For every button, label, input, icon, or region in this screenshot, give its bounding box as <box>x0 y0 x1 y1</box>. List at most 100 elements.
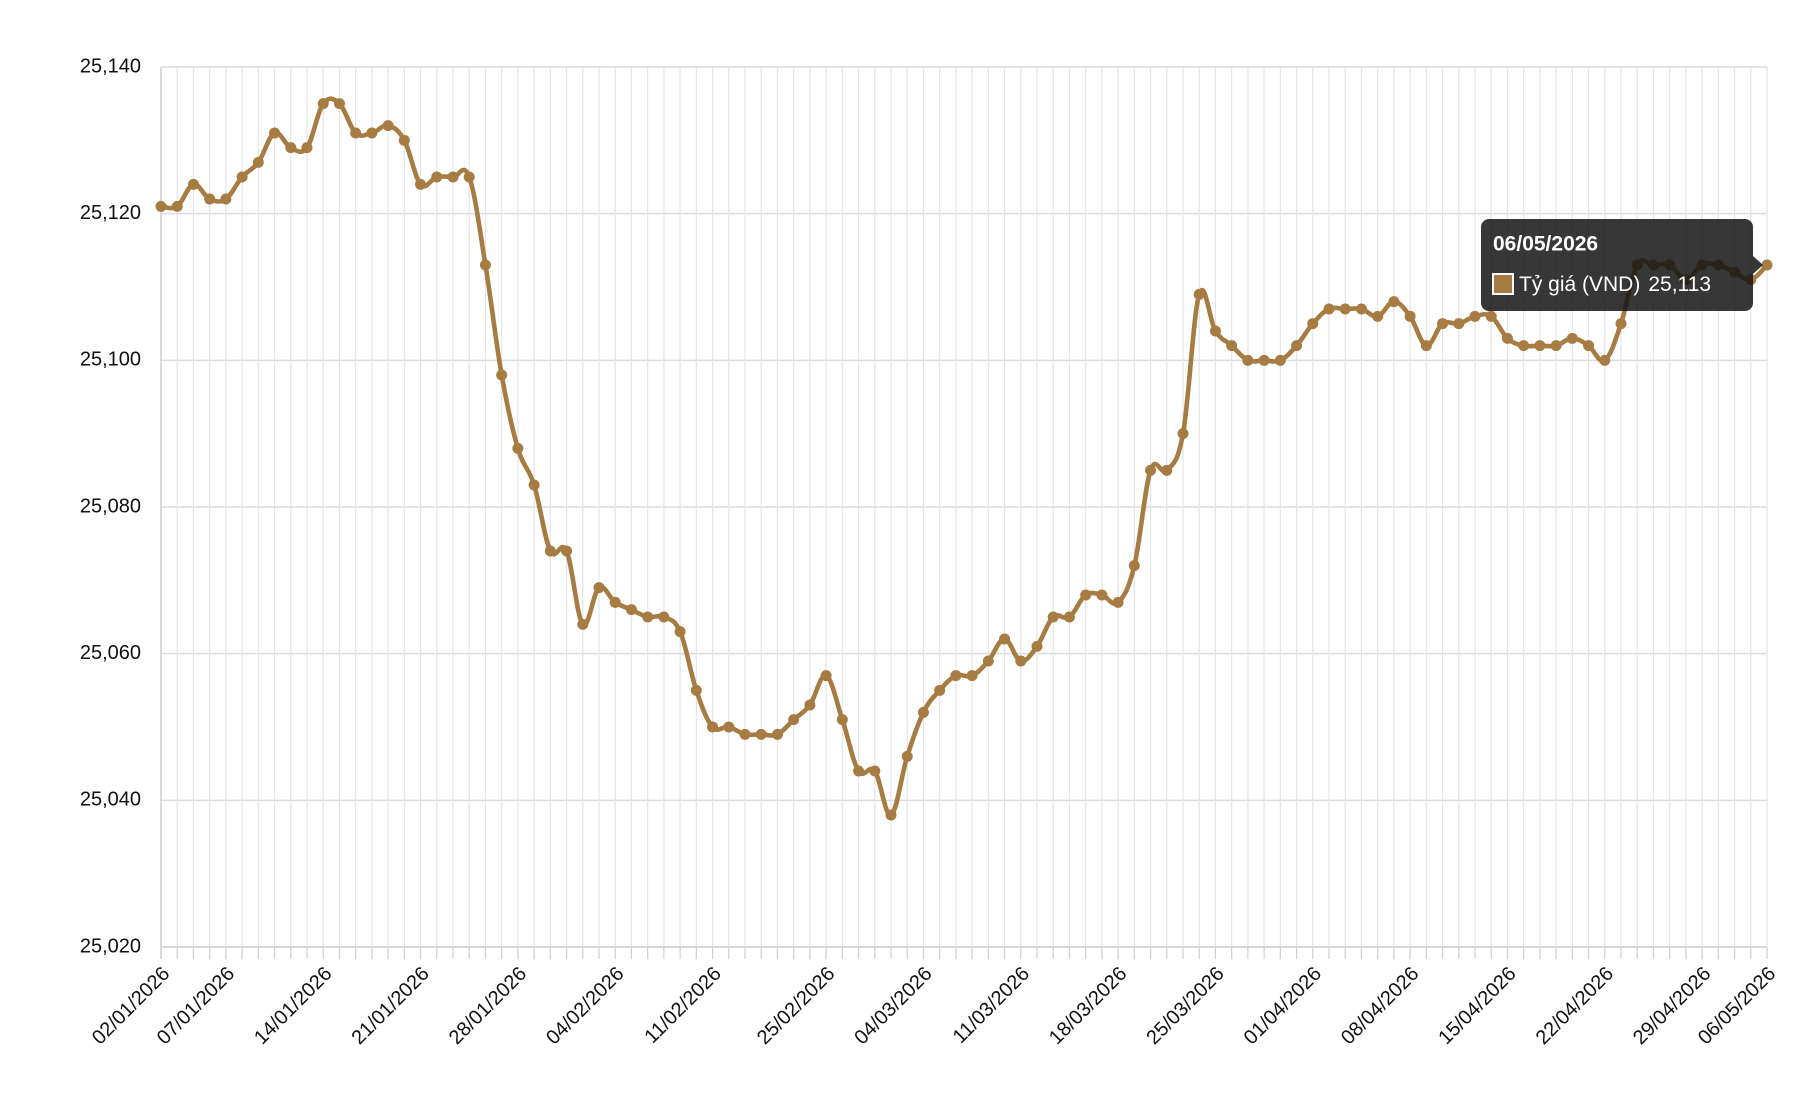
data-point <box>804 699 816 711</box>
data-point <box>1599 354 1611 366</box>
data-point <box>544 545 556 557</box>
data-point <box>982 655 994 667</box>
data-point <box>755 728 767 740</box>
data-point <box>1501 332 1513 344</box>
data-point <box>966 670 978 682</box>
data-point <box>1566 332 1578 344</box>
x-tick-label: 11/03/2026 <box>949 963 1034 1048</box>
data-point <box>366 127 378 139</box>
tooltip-text: Tỷ giá (VND) 25,113 <box>1519 273 1711 296</box>
data-point <box>333 98 345 110</box>
x-tick-label: 22/04/2026 <box>1532 963 1618 1049</box>
data-point <box>1761 259 1773 271</box>
data-point <box>350 127 362 139</box>
data-point <box>1550 340 1562 352</box>
x-tick-label: 04/02/2026 <box>542 963 628 1049</box>
data-point <box>1291 340 1303 352</box>
data-point <box>1615 318 1627 330</box>
data-point <box>1209 325 1221 337</box>
data-point <box>788 714 800 726</box>
tooltip: 06/05/2026 Tỷ giá (VND) 25,113 <box>1481 219 1763 311</box>
x-tick-label: 18/03/2026 <box>1045 963 1131 1049</box>
data-point <box>204 193 216 205</box>
data-point <box>269 127 281 139</box>
plot <box>155 96 1773 821</box>
data-point <box>658 611 670 623</box>
data-point <box>593 582 605 594</box>
tooltip-title: 06/05/2026 <box>1493 233 1598 256</box>
data-point <box>820 670 832 682</box>
data-point <box>1485 310 1497 322</box>
data-point <box>999 633 1011 645</box>
data-point <box>496 369 508 381</box>
data-point <box>1031 640 1043 652</box>
data-point <box>1015 655 1027 667</box>
x-tick-label: 28/01/2026 <box>445 963 531 1049</box>
x-tick-label: 14/01/2026 <box>250 963 336 1049</box>
data-point <box>869 765 881 777</box>
data-point <box>431 171 443 183</box>
data-point <box>577 618 589 630</box>
x-tick-label: 08/04/2026 <box>1337 963 1423 1049</box>
data-point <box>1469 310 1481 322</box>
data-point <box>1145 464 1157 476</box>
data-point <box>1323 303 1335 315</box>
data-point <box>1177 428 1189 440</box>
data-point <box>171 200 183 212</box>
data-point <box>252 156 264 168</box>
data-point <box>1307 318 1319 330</box>
data-point <box>415 178 427 190</box>
data-point <box>1404 310 1416 322</box>
data-point <box>723 721 735 733</box>
x-tick-label: 25/03/2026 <box>1142 963 1228 1049</box>
data-point <box>1437 318 1449 330</box>
y-tick-label: 25,120 <box>80 202 141 224</box>
data-point <box>1388 296 1400 308</box>
axes: 25,020 25,040 25,060 25,080 25,100 25,120 25,1… <box>80 55 1780 1049</box>
tooltip-series-name: Tỷ giá (VND) <box>1519 273 1640 296</box>
data-point <box>707 721 719 733</box>
data-point <box>512 442 524 454</box>
data-point <box>528 479 540 491</box>
data-point <box>1420 340 1432 352</box>
data-point <box>739 728 751 740</box>
tooltip-arrow <box>1753 256 1763 274</box>
data-point <box>917 706 929 718</box>
data-point <box>1453 318 1465 330</box>
data-point <box>1096 589 1108 601</box>
y-tick-label: 25,140 <box>80 55 141 77</box>
data-point <box>1339 303 1351 315</box>
data-point <box>236 171 248 183</box>
data-point <box>1355 303 1367 315</box>
data-point <box>609 596 621 608</box>
data-point <box>155 200 167 212</box>
data-point <box>479 259 491 271</box>
data-point <box>950 670 962 682</box>
x-tick-label: 11/02/2026 <box>641 963 726 1048</box>
data-point <box>1258 354 1270 366</box>
data-point <box>1242 354 1254 366</box>
y-tick-label: 25,100 <box>80 349 141 371</box>
data-point <box>220 193 232 205</box>
data-point <box>1161 464 1173 476</box>
data-point <box>1534 340 1546 352</box>
data-point <box>398 134 410 146</box>
data-point <box>901 750 913 762</box>
data-point <box>463 171 475 183</box>
x-tick-label: 15/04/2026 <box>1434 963 1520 1049</box>
data-point <box>690 684 702 696</box>
data-point <box>625 604 637 616</box>
data-point <box>1047 611 1059 623</box>
data-point <box>1518 340 1530 352</box>
x-tick-label: 25/02/2026 <box>753 963 839 1049</box>
data-point <box>285 142 297 154</box>
data-point <box>885 809 897 821</box>
x-tick-label: 04/03/2026 <box>850 963 936 1049</box>
data-point <box>1193 288 1205 300</box>
y-tick-label: 25,080 <box>80 495 141 517</box>
data-point <box>934 684 946 696</box>
data-point <box>382 120 394 132</box>
data-point <box>447 171 459 183</box>
